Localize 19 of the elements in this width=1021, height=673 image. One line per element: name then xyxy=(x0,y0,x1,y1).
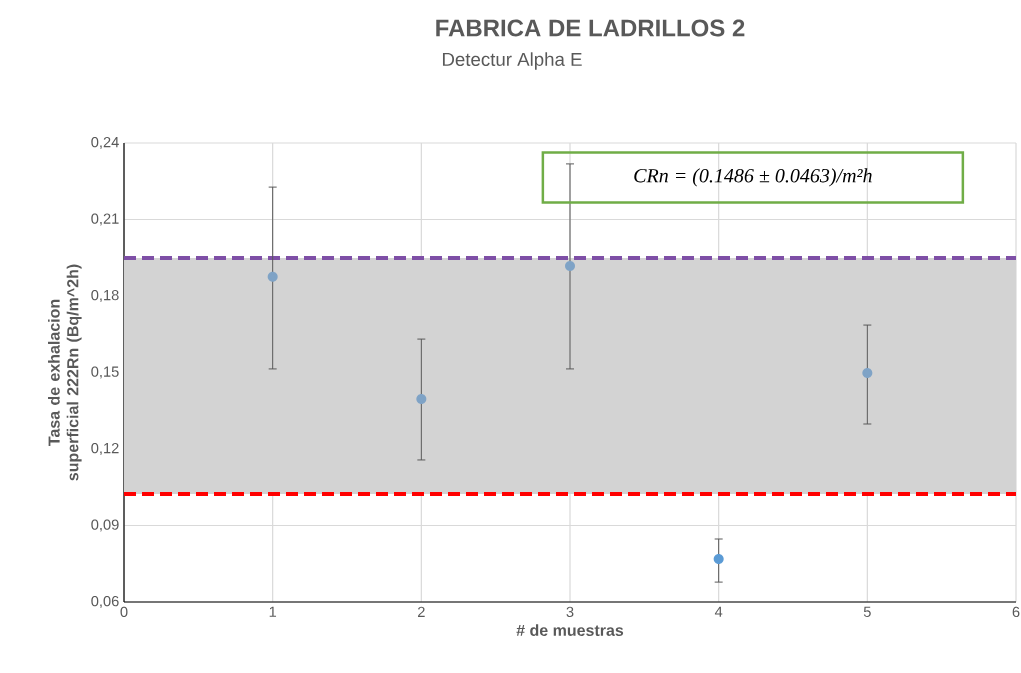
x-tick-label: 3 xyxy=(566,606,574,618)
annotation: CRn = (0.1486 ± 0.0463)/m²h xyxy=(634,168,872,187)
chart-subtitle: Detectur Alpha E xyxy=(442,52,582,70)
y-tick-label: 0,18 xyxy=(91,289,119,303)
y-tick-label: 0,12 xyxy=(91,442,119,456)
x-tick-label: 5 xyxy=(863,606,871,617)
y-tick-label: 0,15 xyxy=(91,366,119,379)
x-tick-label: 0 xyxy=(120,606,128,618)
x-tick-label: 1 xyxy=(269,606,277,617)
y-tick-label: 0,09 xyxy=(91,519,119,532)
y-tick-label: 0,21 xyxy=(91,213,119,226)
chart-title: FABRICA DE LADRILLOS 2 xyxy=(436,19,745,37)
x-tick-label: 4 xyxy=(714,606,723,617)
x-tick-label: 2 xyxy=(417,606,425,617)
y-tick-label: 0,06 xyxy=(91,595,119,609)
y-axis-title: Tasa de exhalacion superficial 222Rn (Bq/m^2h) xyxy=(48,264,82,481)
x-tick-label: 6 xyxy=(1012,606,1020,618)
y-tick-label: 0,24 xyxy=(91,136,119,150)
x-axis-title: # de muestras xyxy=(516,624,624,636)
